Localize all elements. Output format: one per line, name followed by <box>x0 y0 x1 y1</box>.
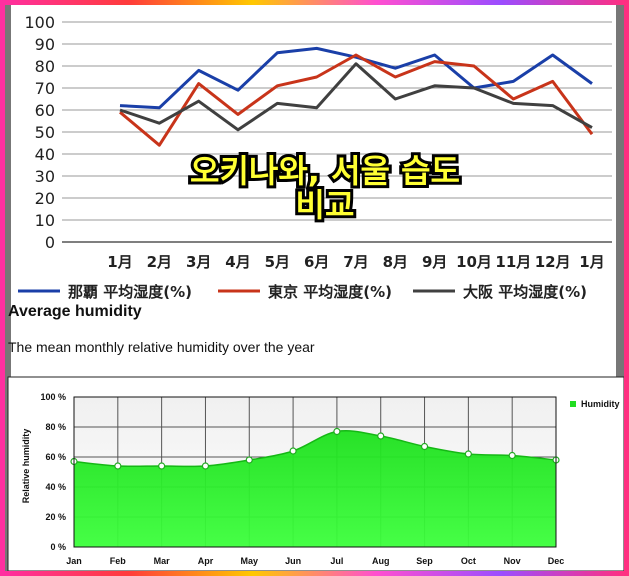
decorative-gradient-border <box>0 0 629 576</box>
